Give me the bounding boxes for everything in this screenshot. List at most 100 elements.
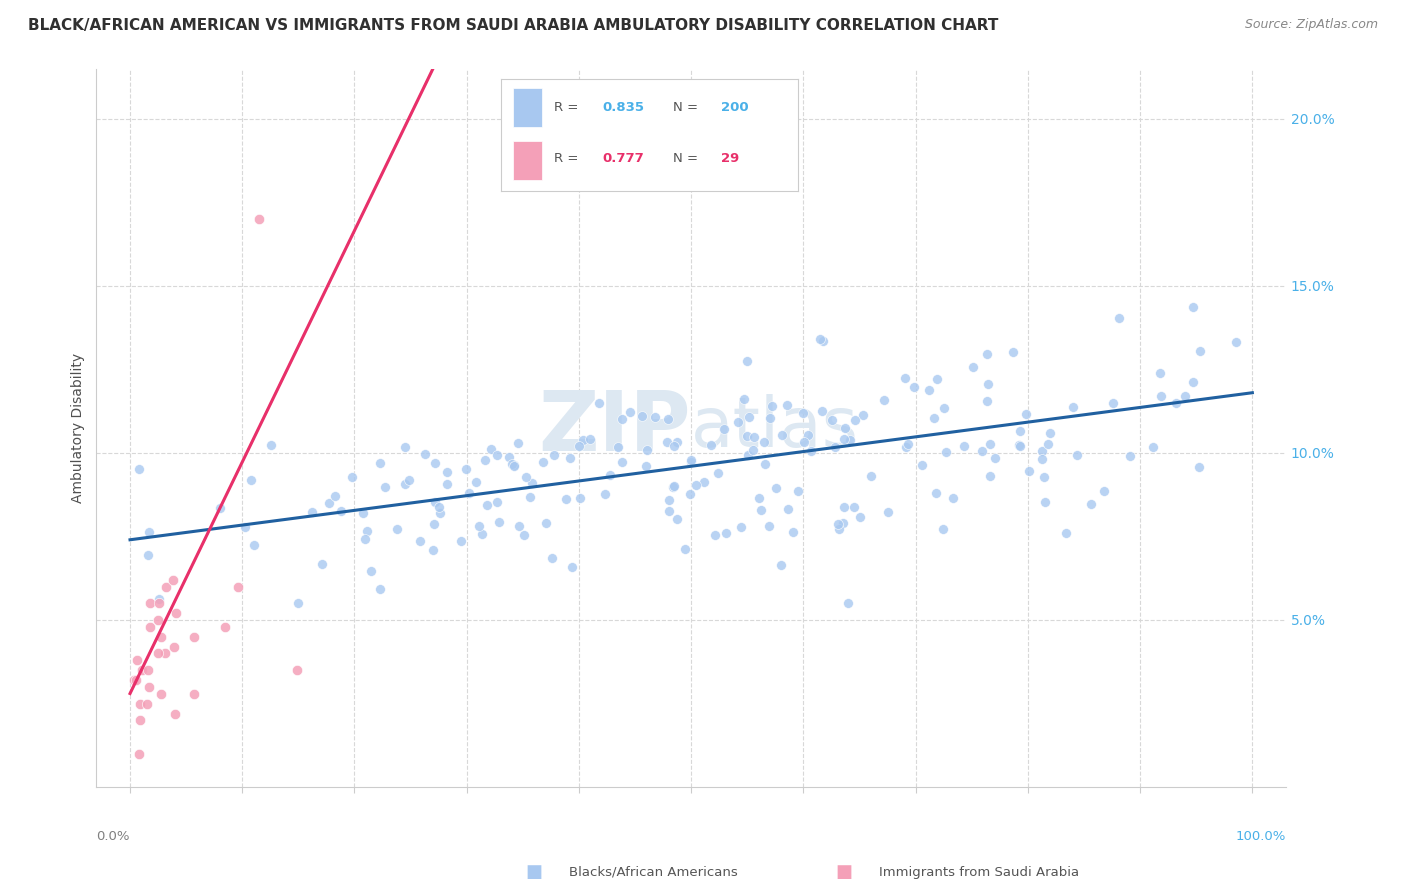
Point (578, 433, 600, 447)
Text: atlas: atlas (692, 394, 859, 461)
Point (662, 439, 685, 453)
Point (828, 522, 851, 536)
Point (851, 408, 873, 422)
Point (318, 495, 340, 509)
Point (1142, 440, 1164, 454)
Point (129, 713, 152, 727)
Text: BLACK/AFRICAN AMERICAN VS IMMIGRANTS FROM SAUDI ARABIA AMBULATORY DISABILITY COR: BLACK/AFRICAN AMERICAN VS IMMIGRANTS FRO… (28, 18, 998, 33)
Point (534, 516, 557, 530)
Point (700, 437, 723, 451)
Point (485, 495, 508, 509)
Point (655, 435, 678, 450)
Point (475, 498, 498, 512)
Point (456, 461, 478, 475)
Point (685, 477, 707, 491)
Point (666, 435, 689, 450)
Point (976, 393, 998, 408)
Point (599, 467, 621, 482)
Point (436, 466, 458, 480)
Point (832, 432, 855, 446)
Point (240, 474, 263, 488)
Point (897, 437, 920, 451)
Point (922, 411, 945, 425)
Point (733, 392, 755, 406)
Y-axis label: Ambulatory Disability: Ambulatory Disability (72, 352, 86, 503)
Point (427, 500, 450, 514)
Point (894, 371, 917, 385)
Point (1080, 497, 1102, 511)
Point (128, 747, 150, 761)
Point (1188, 343, 1211, 358)
Point (153, 647, 176, 661)
Point (984, 451, 1007, 466)
Point (150, 630, 173, 644)
Point (679, 453, 702, 467)
Point (727, 416, 749, 430)
Point (765, 481, 787, 495)
Text: ZIP: ZIP (538, 387, 692, 468)
Point (148, 592, 170, 607)
Point (131, 663, 153, 677)
Point (1182, 375, 1205, 389)
Point (976, 347, 998, 361)
Point (821, 413, 844, 427)
Point (903, 380, 925, 394)
Point (834, 421, 856, 435)
Point (1108, 310, 1130, 325)
Point (976, 376, 998, 391)
Point (183, 630, 205, 644)
Point (148, 647, 170, 661)
Point (713, 422, 735, 436)
Point (360, 565, 382, 579)
Point (540, 551, 562, 566)
Point (758, 410, 780, 425)
Point (368, 582, 391, 596)
Point (1033, 469, 1056, 483)
Point (503, 459, 526, 474)
Point (704, 527, 727, 541)
Point (479, 442, 502, 457)
Point (662, 478, 685, 492)
Point (429, 506, 451, 520)
Point (423, 495, 446, 509)
Point (738, 410, 761, 425)
Point (673, 541, 696, 556)
Point (1066, 448, 1088, 462)
Point (572, 433, 595, 447)
Point (925, 486, 948, 500)
Point (122, 673, 145, 688)
Point (398, 473, 420, 487)
Point (287, 596, 309, 610)
Point (832, 500, 855, 514)
Point (896, 440, 918, 454)
Point (139, 620, 162, 634)
Point (1031, 444, 1053, 458)
Point (247, 211, 270, 226)
Point (876, 505, 898, 519)
Point (714, 525, 737, 540)
Point (776, 501, 799, 516)
Point (707, 467, 730, 481)
Point (925, 372, 948, 386)
Point (761, 399, 783, 413)
Point (183, 686, 205, 700)
Point (1166, 396, 1188, 410)
Point (413, 447, 436, 461)
Point (787, 483, 810, 498)
Point (849, 510, 872, 524)
Point (1174, 388, 1197, 402)
Point (1015, 407, 1038, 421)
Point (1149, 366, 1171, 380)
Point (146, 613, 169, 627)
Point (285, 663, 308, 677)
Point (953, 439, 976, 453)
Point (436, 476, 458, 491)
Point (323, 489, 346, 503)
Text: Source: ZipAtlas.com: Source: ZipAtlas.com (1244, 18, 1378, 31)
Point (681, 454, 703, 468)
Point (149, 686, 172, 700)
Point (941, 491, 963, 505)
Point (226, 580, 249, 594)
Point (569, 491, 592, 506)
Point (770, 428, 793, 442)
